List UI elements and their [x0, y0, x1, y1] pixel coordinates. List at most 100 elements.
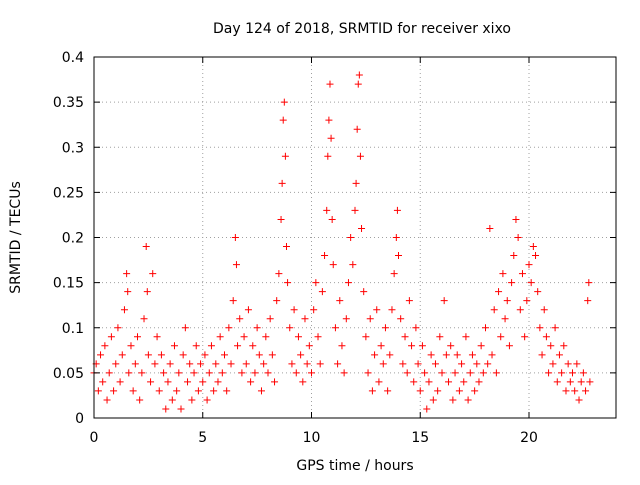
- data-point: [458, 360, 466, 368]
- data-point: [340, 369, 348, 377]
- data-point: [555, 351, 563, 359]
- data-point: [534, 288, 542, 296]
- y-tick-label: 0.1: [62, 321, 84, 337]
- data-point: [352, 179, 360, 187]
- data-point: [381, 324, 389, 332]
- data-point: [429, 396, 437, 404]
- x-tick-label: 10: [303, 430, 321, 446]
- data-point: [425, 378, 433, 386]
- data-point: [575, 396, 583, 404]
- y-tick-label: 0.25: [53, 185, 84, 201]
- data-point: [466, 369, 474, 377]
- data-point: [308, 369, 315, 377]
- data-point: [273, 297, 281, 305]
- y-tick-label: 0.3: [62, 140, 84, 156]
- data-point: [168, 396, 176, 404]
- data-point: [427, 351, 435, 359]
- data-point: [136, 396, 144, 404]
- data-point: [257, 387, 265, 395]
- data-point: [153, 333, 161, 341]
- data-point: [160, 369, 168, 377]
- data-point: [318, 288, 326, 296]
- data-point: [377, 342, 385, 350]
- data-point: [279, 116, 287, 124]
- data-point: [105, 369, 113, 377]
- data-point: [368, 387, 376, 395]
- data-point: [214, 378, 222, 386]
- data-point: [462, 333, 470, 341]
- data-point: [264, 369, 272, 377]
- data-point: [551, 324, 559, 332]
- data-point: [301, 315, 309, 323]
- data-point: [347, 234, 355, 241]
- data-point: [410, 378, 418, 386]
- data-point: [562, 387, 570, 395]
- data-point: [107, 333, 115, 341]
- data-point: [231, 234, 239, 241]
- data-point: [379, 360, 387, 368]
- data-point: [571, 387, 579, 395]
- data-point: [451, 369, 459, 377]
- data-point: [184, 378, 192, 386]
- data-point: [553, 378, 561, 386]
- data-point: [514, 234, 522, 241]
- y-tick-label: 0.15: [53, 276, 84, 292]
- data-point: [390, 270, 398, 278]
- data-point: [484, 360, 492, 368]
- x-tick-label: 5: [198, 430, 207, 446]
- data-point: [328, 215, 336, 223]
- data-point: [188, 396, 196, 404]
- data-point: [505, 342, 513, 350]
- data-point: [201, 351, 209, 359]
- data-point: [262, 333, 270, 341]
- data-point: [518, 270, 526, 278]
- data-point: [542, 333, 550, 341]
- data-point: [101, 342, 109, 350]
- data-point: [527, 279, 535, 287]
- data-point: [229, 297, 237, 305]
- data-point: [482, 324, 489, 332]
- data-point: [490, 306, 498, 314]
- data-point: [299, 378, 307, 386]
- data-point: [405, 297, 413, 305]
- data-point: [205, 369, 213, 377]
- y-tick-label: 0.05: [53, 366, 84, 382]
- data-point: [423, 405, 431, 413]
- y-tick-label: 0.35: [53, 95, 84, 111]
- data-point: [566, 378, 574, 386]
- data-point: [584, 297, 592, 305]
- data-point: [253, 324, 261, 332]
- data-point: [118, 351, 126, 359]
- x-tick-label: 0: [90, 430, 99, 446]
- data-point: [190, 369, 198, 377]
- data-point: [170, 342, 178, 350]
- data-point: [210, 387, 218, 395]
- x-tick-label: 20: [520, 430, 538, 446]
- data-point: [488, 351, 496, 359]
- data-point: [147, 378, 155, 386]
- data-point: [436, 333, 444, 341]
- data-point: [125, 369, 133, 377]
- data-point: [325, 116, 333, 124]
- data-point: [234, 342, 242, 350]
- data-point: [549, 360, 557, 368]
- data-point: [510, 252, 518, 260]
- data-point: [251, 369, 259, 377]
- data-point: [294, 333, 302, 341]
- data-point: [292, 369, 300, 377]
- data-point: [223, 387, 231, 395]
- data-point: [468, 351, 476, 359]
- data-point: [558, 369, 566, 377]
- data-point: [212, 360, 220, 368]
- data-point: [366, 315, 374, 323]
- data-point: [199, 378, 207, 386]
- y-tick-label: 0.2: [62, 231, 84, 247]
- y-tick-label: 0: [75, 411, 84, 427]
- data-point: [569, 369, 576, 377]
- data-point: [225, 324, 233, 332]
- data-point: [110, 387, 118, 395]
- x-tick-label: 15: [411, 430, 429, 446]
- data-point: [131, 360, 139, 368]
- data-point: [175, 369, 183, 377]
